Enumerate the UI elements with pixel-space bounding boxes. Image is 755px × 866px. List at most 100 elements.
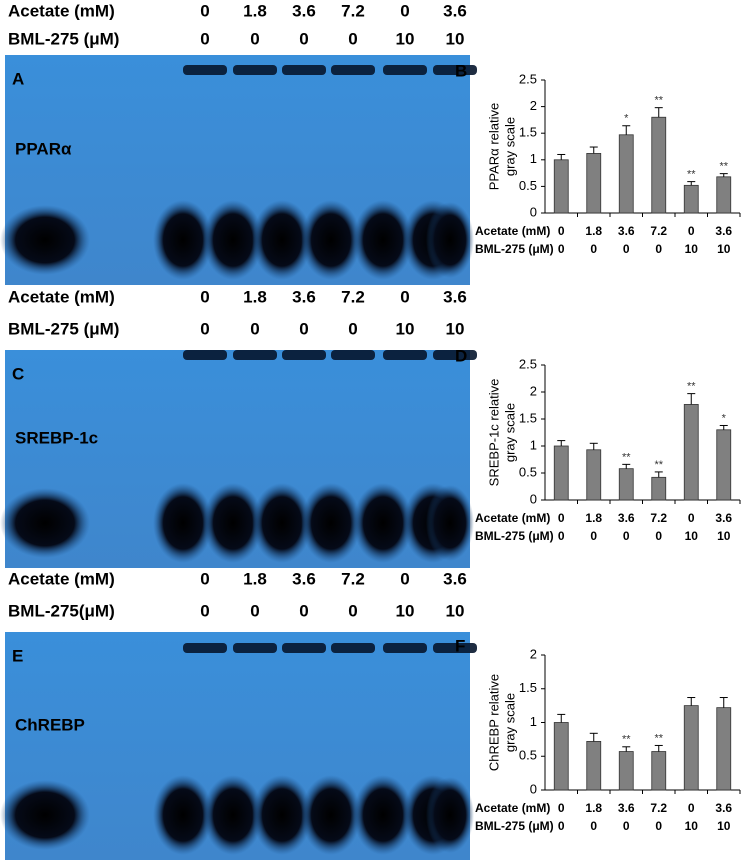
x-tick-label: 3.6 [618,224,635,238]
bar [651,116,667,214]
x-tick-label: 0 [590,819,597,833]
header-value: 3.6 [443,1,467,20]
gel-band [433,65,477,75]
x-tick-label: 0 [688,511,695,525]
free-probe [0,205,90,275]
x-tick-label: 1.8 [585,801,602,815]
free-probe [426,777,474,853]
x-tick-label: 1.8 [585,224,602,238]
gel-label: PPARα [15,139,72,158]
significance: ** [654,459,663,471]
x-tick-label: 1.8 [585,511,602,525]
x-tick-label: 3.6 [715,801,732,815]
significance: * [624,113,629,125]
row-label: Acetate (mM) [475,511,550,525]
header-label: BML-275 (μM) [8,29,119,48]
free-probe [301,775,361,855]
row-label: Acetate (mM) [475,801,550,815]
x-tick-label: 0 [590,242,597,256]
x-tick-label: 0 [623,242,630,256]
y-tick-label: 1 [530,714,537,729]
x-tick-label: 7.2 [650,224,667,238]
free-probe [0,780,90,850]
header-value: 1.8 [243,1,267,20]
bar [553,159,569,214]
gel-band [282,350,326,360]
gel-band [383,643,427,653]
x-tick-label: 0 [558,529,565,543]
x-tick-label: 10 [685,819,699,833]
header-value: 0 [299,29,308,48]
x-tick-label: 3.6 [715,224,732,238]
gel-band [433,643,477,653]
x-tick-label: 10 [717,529,731,543]
x-tick-label: 0 [655,529,662,543]
header-value: 3.6 [292,569,316,588]
free-probe [426,202,474,278]
free-probe [203,483,263,563]
header-label: Acetate (mM) [8,569,115,588]
x-tick-label: 10 [717,819,731,833]
gel-label: ChREBP [15,715,85,734]
header-value: 10 [396,29,415,48]
significance: * [722,412,727,424]
y-tick-label: 1.5 [519,680,537,695]
bar [586,449,602,501]
header-value: 10 [396,319,415,338]
bar [586,741,602,791]
bar [618,751,634,791]
x-tick-label: 0 [623,529,630,543]
gel-band [331,643,375,653]
header-label: BML-275 (μM) [8,319,119,338]
free-probe [153,775,213,855]
free-probe [252,483,312,563]
gel-band [433,350,477,360]
header-label: BML-275(μM) [8,601,115,620]
gel-label: SREBP-1c [15,428,98,447]
x-tick-label: 10 [685,242,699,256]
bar [716,176,732,214]
header-value: 1.8 [243,287,267,306]
panel-letter: A [12,69,24,88]
significance: ** [687,169,696,181]
panel-letter: E [12,646,23,665]
free-probe [252,775,312,855]
gel-band [233,643,277,653]
free-probe [353,200,413,280]
header-value: 10 [446,29,465,48]
y-tick-label: 0 [530,491,537,506]
significance: ** [654,732,663,744]
free-probe [0,488,90,558]
header-value: 0 [299,319,308,338]
header-value: 1.8 [243,569,267,588]
panel-letter: D [455,346,467,365]
gel-band [383,65,427,75]
panel-letter: B [455,61,467,80]
y-axis-label: gray scale [502,403,517,462]
x-tick-label: 0 [623,819,630,833]
header-value: 0 [250,29,259,48]
bar [716,429,732,501]
y-tick-label: 0.5 [519,178,537,193]
panel-letter: F [455,636,465,655]
header-value: 0 [250,601,259,620]
x-tick-label: 0 [590,529,597,543]
free-probe [426,485,474,561]
header-value: 0 [200,287,209,306]
y-tick-label: 2.5 [519,356,537,371]
gel-band [282,643,326,653]
header-label: Acetate (mM) [8,1,115,20]
header-value: 3.6 [443,287,467,306]
bar [716,707,732,791]
gel-band [183,350,227,360]
bar [683,184,699,214]
x-tick-label: 0 [558,224,565,238]
y-tick-label: 1.5 [519,125,537,140]
bar [586,153,602,214]
x-tick-label: 0 [558,242,565,256]
bar [651,751,667,791]
header-value: 0 [400,287,409,306]
header-value: 0 [200,569,209,588]
x-tick-label: 7.2 [650,801,667,815]
y-axis-label: SREBP-1c relative [486,379,501,487]
